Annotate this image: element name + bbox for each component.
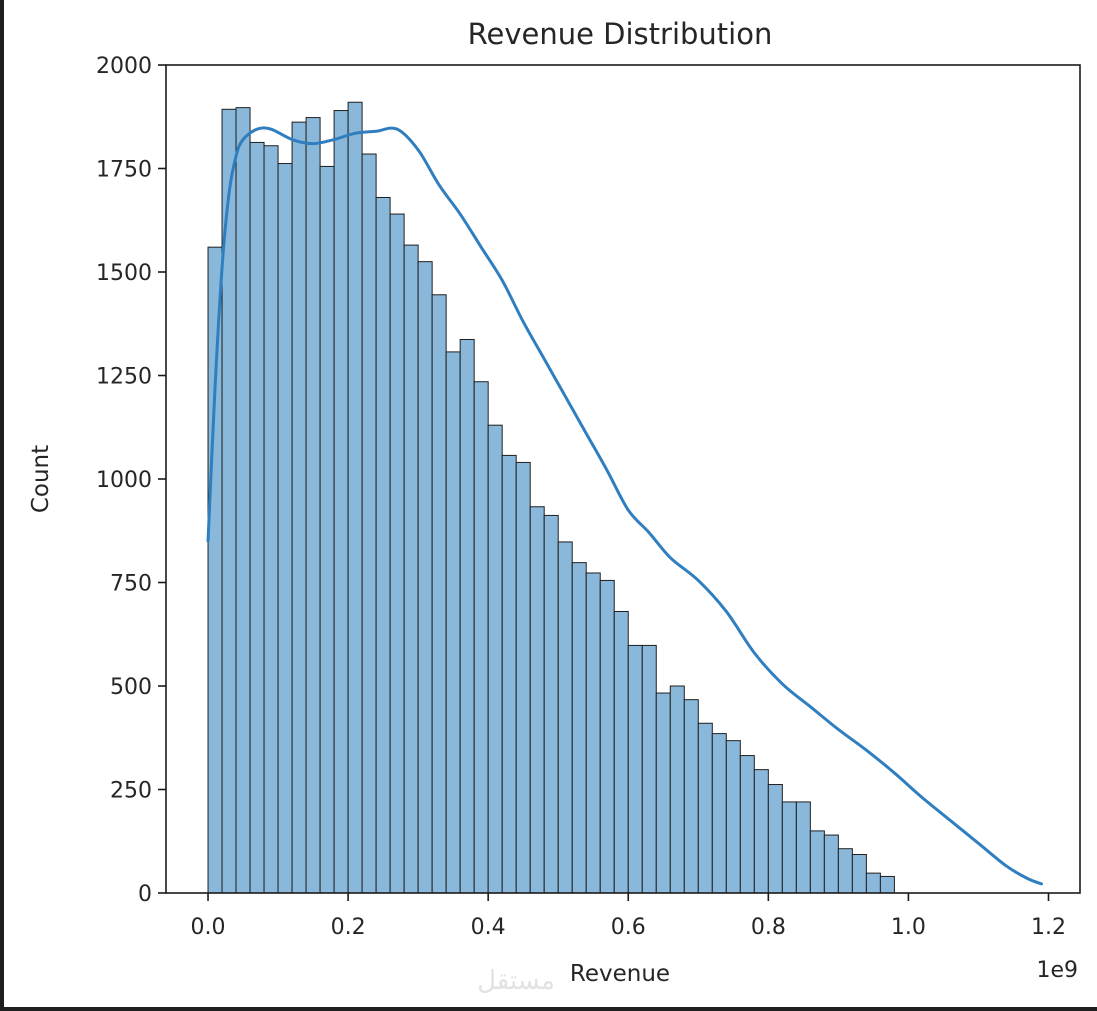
- histogram-bar: [627, 644, 643, 894]
- histogram-bar: [753, 769, 769, 894]
- x-tick-label: 1.2: [1031, 915, 1066, 940]
- y-axis-ticks: 0 250 500 750 1000 1250 1500 1750 2000: [96, 54, 166, 907]
- histogram-bar: [683, 699, 699, 894]
- histogram-bar: [739, 755, 755, 894]
- y-tick-label: 2000: [96, 54, 152, 79]
- histogram-bar: [361, 153, 377, 894]
- histogram-bar: [851, 853, 867, 894]
- y-tick-label: 750: [110, 572, 152, 597]
- histogram-bar: [235, 107, 251, 894]
- histogram-bar: [865, 872, 881, 894]
- histogram-bar: [655, 692, 671, 894]
- histogram-bar: [389, 213, 405, 894]
- x-tick-label: 0.0: [191, 915, 226, 940]
- histogram-bar: [641, 644, 657, 894]
- y-tick-label: 500: [110, 675, 152, 700]
- histogram-bar: [781, 801, 797, 894]
- histogram-bar: [599, 579, 615, 894]
- y-tick-label: 1250: [96, 365, 152, 390]
- figure: Revenue Distribution 0.0 0.2 0.4 0.6 0.8 1.0 1…: [4, 0, 1097, 1007]
- x-axis-offset-label: 1e9: [1036, 958, 1078, 983]
- histogram-bar: [515, 461, 531, 894]
- y-tick-label: 1500: [96, 261, 152, 286]
- histogram-bar: [459, 338, 475, 894]
- histogram-bars: [207, 101, 895, 894]
- histogram-bar: [249, 141, 265, 894]
- x-tick-label: 0.8: [751, 915, 786, 940]
- histogram-bar: [809, 830, 825, 894]
- histogram-bar: [879, 875, 895, 894]
- histogram-bar: [697, 722, 713, 894]
- x-tick-label: 0.4: [471, 915, 506, 940]
- histogram-bar: [571, 562, 587, 894]
- histogram-bar: [613, 610, 629, 894]
- x-axis-ticks: 0.0 0.2 0.4 0.6 0.8 1.0 1.2: [191, 893, 1066, 940]
- histogram-bar: [725, 740, 741, 894]
- histogram-bar: [263, 145, 279, 894]
- revenue-histogram-chart: Revenue Distribution 0.0 0.2 0.4 0.6 0.8 1.0 1…: [28, 17, 1081, 996]
- x-tick-label: 1.0: [891, 915, 926, 940]
- histogram-bar: [585, 572, 601, 894]
- x-axis-title: Revenue: [570, 961, 670, 987]
- histogram-bar: [305, 117, 321, 894]
- histogram-bar: [837, 848, 853, 894]
- histogram-bar: [795, 801, 811, 894]
- y-tick-label: 1000: [96, 468, 152, 493]
- histogram-bar: [487, 424, 503, 894]
- histogram-bar: [767, 784, 783, 894]
- kde-line: [206, 126, 1043, 886]
- histogram-bar: [347, 101, 363, 894]
- histogram-bar: [277, 163, 293, 894]
- histogram-bar: [403, 244, 419, 894]
- histogram-bar: [207, 246, 223, 894]
- chart-title: Revenue Distribution: [468, 17, 773, 51]
- histogram-bar: [291, 121, 307, 894]
- histogram-bar: [445, 351, 461, 894]
- histogram-bar: [557, 541, 573, 894]
- histogram-bar: [473, 381, 489, 894]
- y-tick-label: 0: [138, 882, 152, 907]
- histogram-bar: [529, 506, 545, 894]
- y-tick-label: 250: [110, 779, 152, 804]
- x-tick-label: 0.6: [611, 915, 646, 940]
- histogram-bar: [501, 454, 517, 894]
- histogram-bar: [669, 685, 685, 894]
- y-axis-title: Count: [28, 445, 54, 513]
- histogram-bar: [375, 196, 391, 894]
- watermark: مستقل: [477, 966, 555, 996]
- histogram-bar: [711, 733, 727, 894]
- x-tick-label: 0.2: [331, 915, 366, 940]
- histogram-bar: [333, 110, 349, 894]
- histogram-bar: [543, 514, 559, 894]
- y-tick-label: 1750: [96, 158, 152, 183]
- histogram-bar: [319, 165, 335, 894]
- histogram-bar: [417, 261, 433, 894]
- histogram-bar: [431, 294, 447, 894]
- histogram-bar: [823, 834, 839, 894]
